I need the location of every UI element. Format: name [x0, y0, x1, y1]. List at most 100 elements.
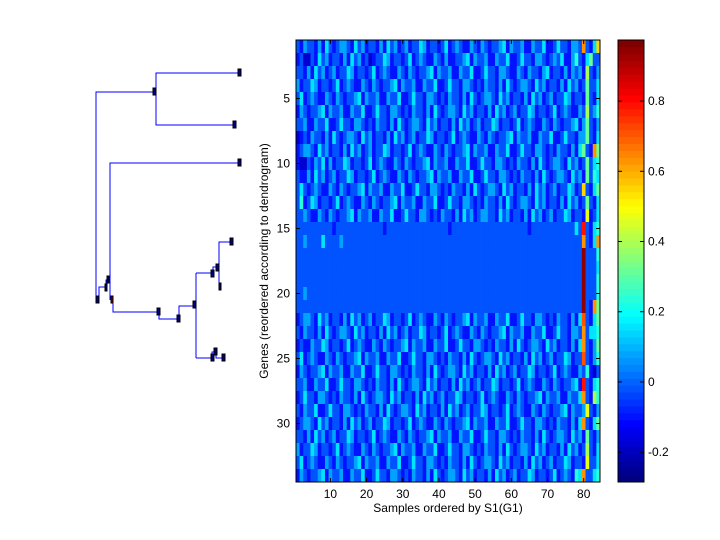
colorbar-swatch: [618, 40, 644, 48]
heatmap-cell: [589, 92, 594, 106]
heatmap-cell: [382, 456, 387, 470]
heatmap-cell: [574, 66, 579, 80]
heatmap-cell: [480, 469, 485, 483]
heatmap-cell: [578, 339, 583, 353]
heatmap-cell: [462, 209, 467, 223]
heatmap-cell: [324, 326, 329, 340]
heatmap-cell: [480, 79, 485, 93]
heatmap-cell: [466, 443, 471, 457]
heatmap-cell: [473, 430, 478, 444]
heatmap-cell: [346, 430, 351, 444]
heatmap-cell: [556, 352, 561, 366]
heatmap-cell: [339, 443, 344, 457]
heatmap-cell: [444, 443, 449, 457]
heatmap-cell: [317, 40, 322, 54]
heatmap-cell: [476, 235, 481, 249]
heatmap-cell: [317, 443, 322, 457]
heatmap-cell: [324, 105, 329, 119]
heatmap-cell: [589, 79, 594, 93]
heatmap-cell: [393, 92, 398, 106]
heatmap-cell: [549, 274, 554, 288]
heatmap-cell: [495, 209, 500, 223]
heatmap-cell: [440, 261, 445, 275]
heatmap-cell: [473, 92, 478, 106]
heatmap-cell: [542, 66, 547, 80]
colorbar-swatch: [618, 191, 644, 200]
heatmap-cell: [346, 235, 351, 249]
heatmap-cell: [574, 339, 579, 353]
heatmap-cell: [368, 339, 373, 353]
heatmap-cell: [411, 53, 416, 67]
heatmap-cell: [552, 118, 557, 132]
heatmap-cell: [379, 469, 384, 483]
heatmap-cell: [350, 261, 355, 275]
heatmap-cell: [339, 105, 344, 119]
heatmap-cell: [415, 118, 420, 132]
heatmap-cell: [419, 443, 424, 457]
heatmap-cell: [549, 183, 554, 197]
heatmap-cell: [462, 40, 467, 54]
heatmap-cell: [531, 131, 536, 145]
heatmap-cell: [498, 40, 503, 54]
heatmap-cell: [538, 443, 543, 457]
heatmap-cell: [314, 183, 319, 197]
heatmap-cell: [440, 196, 445, 210]
heatmap-cell: [339, 378, 344, 392]
heatmap-cell: [353, 391, 358, 405]
heatmap-cell: [429, 92, 434, 106]
heatmap-cell: [303, 391, 308, 405]
heatmap-cell: [444, 430, 449, 444]
heatmap-cell: [324, 378, 329, 392]
heatmap-cell: [397, 196, 402, 210]
heatmap-cell: [321, 209, 326, 223]
heatmap-cell: [368, 430, 373, 444]
heatmap-cell: [426, 66, 431, 80]
heatmap-cell: [317, 144, 322, 158]
heatmap-cell: [440, 92, 445, 106]
heatmap-cell: [589, 300, 594, 314]
heatmap-cell: [415, 378, 420, 392]
heatmap-cell: [498, 222, 503, 236]
heatmap-cell: [317, 313, 322, 327]
heatmap-cell: [397, 222, 402, 236]
heatmap-cell: [299, 105, 304, 119]
heatmap-cell: [509, 235, 514, 249]
heatmap-cell: [343, 157, 348, 171]
heatmap-cell: [534, 53, 539, 67]
heatmap-cell: [455, 326, 460, 340]
colorbar-swatch: [618, 399, 644, 407]
heatmap-cell: [516, 287, 521, 301]
heatmap-cell: [498, 274, 503, 288]
heatmap-cell: [397, 261, 402, 275]
heatmap-cell: [527, 53, 532, 67]
heatmap-cell: [585, 261, 590, 275]
heatmap-cell: [372, 105, 377, 119]
heatmap-cell: [419, 287, 424, 301]
heatmap-cell: [552, 66, 557, 80]
heatmap-cell: [473, 157, 478, 171]
heatmap-cell: [350, 287, 355, 301]
heatmap-cell: [299, 443, 304, 457]
heatmap-cell: [538, 79, 543, 93]
heatmap-cell: [466, 339, 471, 353]
heatmap-cell: [444, 53, 449, 67]
heatmap-cell: [328, 53, 333, 67]
heatmap-cell: [592, 131, 597, 145]
heatmap-cell: [440, 79, 445, 93]
heatmap-cell: [480, 456, 485, 470]
heatmap-cell: [560, 261, 565, 275]
heatmap-cell: [361, 157, 366, 171]
heatmap-cell: [484, 300, 489, 314]
heatmap-cell: [372, 118, 377, 132]
heatmap-cell: [484, 157, 489, 171]
heatmap-cell: [303, 417, 308, 431]
heatmap-cell: [448, 326, 453, 340]
heatmap-cell: [556, 79, 561, 93]
heatmap-cell: [375, 40, 380, 54]
heatmap-cell: [404, 261, 409, 275]
heatmap-cell: [466, 404, 471, 418]
heatmap-cell: [379, 92, 384, 106]
heatmap-cell: [303, 313, 308, 327]
heatmap-cell: [375, 443, 380, 457]
heatmap-cell: [393, 183, 398, 197]
